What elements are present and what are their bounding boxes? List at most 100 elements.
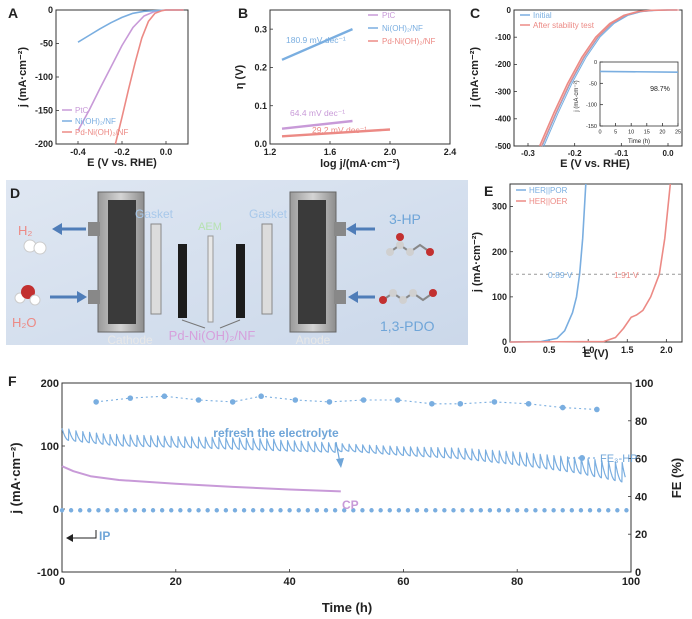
h2-molecule-icon [23, 239, 47, 255]
series-line-b-0 [281, 119, 353, 130]
ip-point [606, 508, 611, 513]
y-tick-label: -400 [495, 115, 512, 124]
gasket-left [150, 223, 162, 315]
ip-point [460, 508, 465, 513]
x-tick-label: 0.0 [504, 345, 517, 355]
ip-point [114, 508, 119, 513]
catalyst-pointer-left [181, 319, 206, 329]
y-tick-label: -100 [37, 567, 59, 579]
series-line-e-0 [509, 183, 587, 343]
x-tick-label: -0.1 [614, 149, 628, 158]
panel-letter-c: C [470, 5, 480, 21]
fe-point [161, 393, 168, 400]
ip-point [78, 508, 83, 513]
cp-label: CP [342, 498, 359, 512]
hp-label: 3-HP [389, 211, 421, 227]
fe-point [229, 399, 236, 405]
c-atom-icon [389, 289, 397, 297]
ip-label: IP [99, 529, 110, 543]
fe-point [491, 399, 498, 405]
ip-point [214, 508, 219, 513]
y-right-tick-label: 0 [635, 567, 641, 579]
fe-line [96, 395, 597, 411]
y-right-tick-label: 80 [635, 416, 647, 428]
ip-point [178, 508, 183, 513]
tafel-annotation-pd-nioh2: 29.2 mV dec⁻¹ [312, 125, 367, 135]
h2o-molecule-icon [14, 285, 41, 306]
ip-point [478, 508, 483, 513]
y-tick-label: 300 [492, 202, 507, 212]
cathode-block [88, 191, 145, 333]
inset-current-line [599, 70, 679, 73]
ip-point [551, 508, 556, 513]
electrode-right [236, 244, 245, 318]
fe-point [326, 399, 333, 405]
legend-label-nioh2: Ni(OH)₂/NF [382, 24, 423, 33]
inset-c: 0 5 10 15 20 25 0 -50 -100 -150 98.7% Time (h) j … [574, 60, 681, 145]
x-tick-label: 1.5 [621, 345, 634, 355]
ip-point [569, 508, 575, 513]
series-line-a-1 [77, 9, 184, 43]
fe-point [127, 395, 134, 401]
tafel-annotation-nioh2: 180.9 mV dec⁻¹ [286, 35, 346, 45]
y-tick-label: 0 [594, 60, 597, 66]
ip-point [278, 508, 283, 513]
fe-point [559, 404, 566, 411]
plot-frame-c [513, 9, 683, 147]
o-atom-icon [379, 296, 387, 304]
y-tick-label: -200 [35, 139, 53, 149]
inset-annotation: 98.7% [650, 86, 670, 93]
o-atom-icon [426, 248, 434, 256]
legend-label-after: After stability test [533, 21, 595, 30]
anode-block [289, 191, 346, 333]
ip-point [87, 508, 92, 513]
catalyst-pointer-right [219, 319, 241, 329]
ip-point [396, 508, 402, 513]
ip-point [287, 508, 292, 513]
cathode-label: Cathode [107, 333, 153, 347]
ip-point [141, 508, 147, 513]
y-tick-label: -150 [586, 124, 597, 130]
ip-point [360, 508, 365, 513]
legend-c: Initial After stability test [520, 11, 595, 30]
x-tick-label: 1.0 [582, 345, 595, 355]
y-tick-label: 0 [48, 5, 53, 15]
gasket-right [261, 223, 273, 315]
ip-point [223, 508, 229, 513]
ip-point [169, 508, 174, 513]
panel-letter-b: B [238, 5, 248, 21]
fe-point [93, 399, 99, 405]
ip-point [123, 508, 128, 513]
ip-point [159, 508, 165, 513]
o-atom-icon [21, 285, 35, 299]
fe-point [525, 400, 532, 407]
ip-point [442, 508, 447, 513]
ip-point [615, 508, 620, 513]
aem-membrane [207, 235, 214, 323]
legend-label-initial: Initial [533, 11, 552, 20]
plot-frame-f [61, 382, 632, 573]
legend-fe-label: FE₃-HP [600, 453, 637, 465]
series-line-a-2 [114, 9, 184, 145]
series-line-a-0 [77, 9, 184, 131]
ip-point [387, 508, 392, 513]
x-tick-label: 25 [675, 130, 681, 136]
panel-a: A -0.4 -0.2 0.0 0 -50 -100 -150 -200 PtC Ni(OH)… [8, 5, 189, 169]
y-tick-label: -500 [495, 142, 512, 151]
ip-point [323, 508, 329, 513]
y-tick-label: -150 [35, 106, 53, 116]
ip-point [487, 508, 493, 513]
x-axis-label-f: Time (h) [322, 600, 372, 615]
y-tick-label: 100 [41, 441, 59, 453]
o-atom-icon [429, 289, 437, 297]
tafel-annotation-ptc: 64.4 mV dec⁻¹ [290, 108, 345, 118]
ip-point [505, 508, 511, 513]
ip-point [241, 508, 247, 513]
legend-label-her-oer: HER||OER [529, 197, 568, 206]
legend-label-nioh2: Ni(OH)₂/NF [75, 117, 116, 126]
fe-point [594, 406, 600, 413]
arrow-in-right-icon [348, 291, 375, 303]
h2-label: H₂ [18, 223, 32, 238]
anode-plate [298, 200, 326, 324]
